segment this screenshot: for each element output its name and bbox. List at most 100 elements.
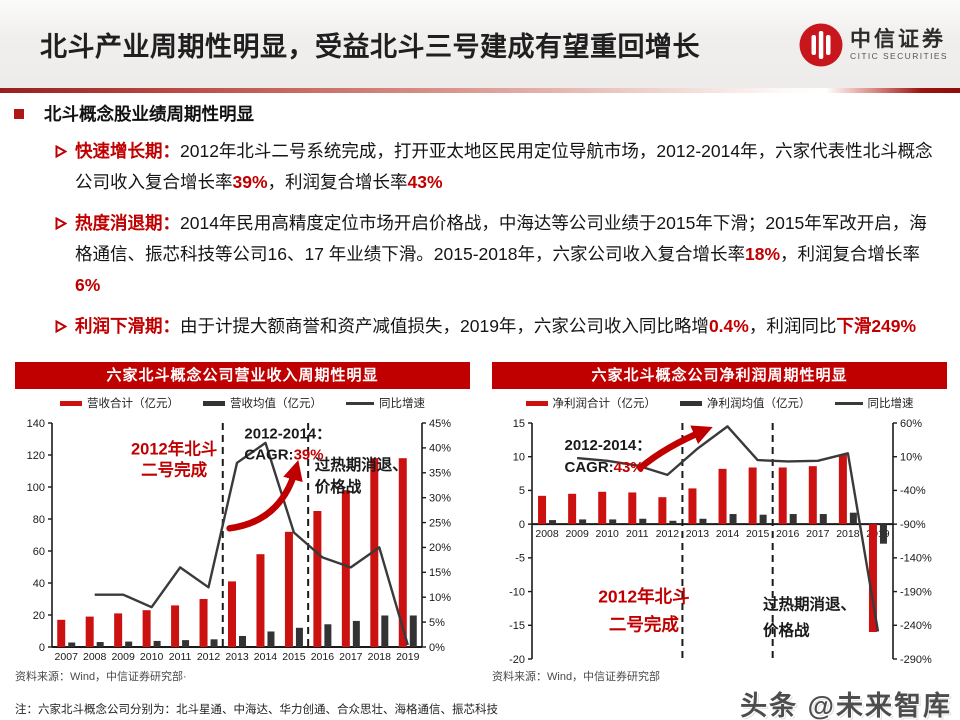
legend-item: 同比增速 <box>346 395 425 411</box>
svg-text:-240%: -240% <box>900 620 932 632</box>
chart-legend-netprofit: 净利润合计（亿元） 净利润均值（亿元） 同比增速 <box>492 392 947 414</box>
chart-title-revenue: 六家北斗概念公司营业收入周期性明显 <box>15 362 470 389</box>
svg-text:二号完成: 二号完成 <box>141 459 208 479</box>
svg-text:120: 120 <box>27 450 45 462</box>
arrow-bullet-icon <box>55 145 67 158</box>
svg-text:-190%: -190% <box>900 586 932 598</box>
svg-text:CAGR:39%: CAGR:39% <box>244 447 323 464</box>
svg-text:2016: 2016 <box>311 651 335 663</box>
svg-text:-40%: -40% <box>900 485 926 497</box>
svg-text:过热期消退、: 过热期消退、 <box>763 594 856 613</box>
svg-text:2012: 2012 <box>656 528 680 540</box>
svg-text:35%: 35% <box>429 468 451 480</box>
svg-text:45%: 45% <box>429 418 451 430</box>
svg-text:2012年北斗: 2012年北斗 <box>131 438 217 458</box>
svg-text:60%: 60% <box>900 418 922 430</box>
svg-text:2012年北斗: 2012年北斗 <box>598 586 689 606</box>
legend-swatch-dark <box>680 400 702 406</box>
svg-text:2014: 2014 <box>716 528 740 540</box>
legend-swatch-red <box>60 400 82 406</box>
svg-text:2019: 2019 <box>396 651 420 663</box>
bullet-item: 快速增长期：2012年北斗二号系统完成，打开亚太地区民用定位导航市场，2012-… <box>55 136 945 198</box>
legend-label: 净利润均值（亿元） <box>707 398 811 410</box>
svg-text:2009: 2009 <box>565 528 589 540</box>
citic-logo-icon <box>799 23 843 67</box>
svg-text:2008: 2008 <box>83 651 107 663</box>
section-heading: 北斗概念股业绩周期性明显 <box>44 104 254 124</box>
svg-text:30%: 30% <box>429 492 451 504</box>
svg-text:15: 15 <box>513 418 525 430</box>
svg-text:80: 80 <box>33 514 45 526</box>
bullet-item: 热度消退期：2014年民用高精度定位市场开启价格战，中海达等公司业绩于2015年… <box>55 208 945 301</box>
body-text: ，利润同比 <box>748 316 837 336</box>
section-heading-row: 北斗概念股业绩周期性明显 <box>14 101 945 126</box>
square-bullet-icon <box>14 108 24 119</box>
highlight-text: 39% <box>232 172 268 192</box>
legend-item: 净利润均值（亿元） <box>680 395 811 411</box>
svg-text:-90%: -90% <box>900 519 926 531</box>
svg-text:20: 20 <box>33 610 45 622</box>
legend-swatch-line <box>834 401 863 405</box>
header: 北斗产业周期性明显，受益北斗三号建成有望重回增长 中信证券 CITIC SECU… <box>0 0 960 88</box>
legend-item: 净利润合计（亿元） <box>525 395 657 411</box>
svg-text:2009: 2009 <box>111 651 135 663</box>
arrow-bullet-icon <box>55 320 67 333</box>
highlight-text: 0.4% <box>708 316 749 336</box>
svg-text:10%: 10% <box>900 452 922 464</box>
bullet-text: 由于计提大额商誉和资产减值损失，2019年，六家公司收入同比略增0.4%，利润同… <box>180 316 916 336</box>
svg-text:CAGR:43%: CAGR:43% <box>564 459 643 476</box>
svg-text:5%: 5% <box>429 617 445 629</box>
svg-text:-140%: -140% <box>900 553 932 565</box>
svg-text:-15: -15 <box>509 620 525 632</box>
legend-label: 净利润合计（亿元） <box>552 398 657 410</box>
bullet-item: 利润下滑期：由于计提大额商誉和资产减值损失，2019年，六家公司收入同比略增0.… <box>55 311 945 342</box>
svg-text:25%: 25% <box>429 517 451 529</box>
svg-text:2016: 2016 <box>776 528 800 540</box>
svg-text:2007: 2007 <box>55 651 79 663</box>
svg-text:2008: 2008 <box>535 528 559 540</box>
svg-text:100: 100 <box>27 482 45 494</box>
revenue-chart: 0 20 40 60 80 100 120 140 0% 5% 10% 15% 20% 25% 30% 35%… <box>27 418 452 663</box>
svg-text:2015: 2015 <box>282 651 306 663</box>
svg-text:2012: 2012 <box>197 651 221 663</box>
svg-text:0: 0 <box>39 642 45 654</box>
svg-text:过热期消退、: 过热期消退、 <box>315 455 408 474</box>
legend-swatch-dark <box>203 400 225 406</box>
svg-text:15%: 15% <box>429 567 451 579</box>
svg-text:2015: 2015 <box>746 528 770 540</box>
chart-legend-revenue: 营收合计（亿元） 营收均值（亿元） 同比增速 <box>15 392 470 414</box>
page-title: 北斗产业周期性明显，受益北斗三号建成有望重回增长 <box>40 31 700 62</box>
svg-text:二号完成: 二号完成 <box>609 614 679 634</box>
svg-text:2010: 2010 <box>596 528 620 540</box>
bullet-section: 北斗概念股业绩周期性明显 快速增长期：2012年北斗二号系统完成，打开亚太地区民… <box>0 99 945 352</box>
source-note-right: 资料来源：Wind，中信证券研究部 <box>492 671 661 683</box>
arrow-bullet-icon <box>55 217 67 230</box>
svg-text:2014: 2014 <box>254 651 278 663</box>
legend-item: 同比增速 <box>834 395 914 411</box>
svg-text:-20: -20 <box>509 654 525 665</box>
highlight-text: 43% <box>407 172 443 192</box>
svg-text:价格战: 价格战 <box>763 620 810 639</box>
svg-text:0%: 0% <box>429 642 445 654</box>
svg-text:2012-2014：: 2012-2014： <box>564 437 651 454</box>
highlight-text: 6% <box>75 275 101 295</box>
svg-text:2010: 2010 <box>140 651 164 663</box>
svg-text:60: 60 <box>33 546 45 558</box>
svg-text:5: 5 <box>519 485 525 497</box>
svg-text:2011: 2011 <box>169 651 192 663</box>
svg-text:-10: -10 <box>509 586 525 598</box>
svg-text:价格战: 价格战 <box>315 477 362 496</box>
svg-text:-5: -5 <box>515 553 525 565</box>
body-text: 2012年北斗二号系统完成，打开亚太地区民用定位导航市场，2012-2014年，… <box>75 141 933 192</box>
header-divider <box>0 88 960 93</box>
bullet-text: 2014年民用高精度定位市场开启价格战，中海达等公司业绩于2015年下滑；201… <box>75 213 927 295</box>
logo-text-en: CITIC SECURITIES <box>850 51 948 61</box>
chart-panel-revenue: 六家北斗概念公司营业收入周期性明显 营收合计（亿元） 营收均值（亿元） 同比增速 0… <box>15 362 470 684</box>
svg-text:2017: 2017 <box>806 528 830 540</box>
chart-panel-netprofit: 六家北斗概念公司净利润周期性明显 净利润合计（亿元） 净利润均值（亿元） 同比增速 … <box>492 362 947 684</box>
bullet-label: 快速增长期： <box>75 141 180 161</box>
highlight-text: 下滑249% <box>836 316 917 336</box>
svg-text:40%: 40% <box>429 443 451 455</box>
body-text: 由于计提大额商誉和资产减值损失，2019年，六家公司收入同比略增 <box>180 316 709 336</box>
bullet-label: 利润下滑期： <box>75 316 180 336</box>
